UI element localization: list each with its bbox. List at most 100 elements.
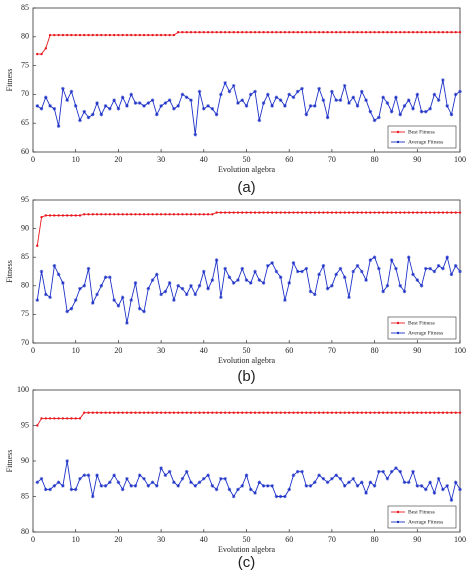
marker — [415, 92, 420, 97]
marker — [283, 494, 287, 499]
marker — [317, 411, 321, 414]
x-tick-label: 0 — [31, 155, 35, 164]
marker — [164, 411, 167, 414]
marker — [163, 101, 168, 105]
marker — [364, 30, 368, 34]
marker — [394, 266, 398, 271]
marker — [134, 213, 137, 216]
marker — [372, 118, 377, 123]
marker — [274, 269, 279, 274]
marker — [454, 30, 457, 34]
marker — [342, 83, 347, 88]
marker — [100, 411, 103, 414]
marker — [262, 411, 265, 414]
marker — [168, 33, 171, 37]
marker — [330, 476, 334, 481]
marker — [406, 480, 411, 485]
x-tick-label: 40 — [200, 346, 208, 355]
x-tick-label: 20 — [114, 535, 122, 544]
marker — [172, 107, 176, 111]
marker — [69, 487, 74, 492]
marker — [164, 213, 167, 216]
marker — [35, 104, 40, 108]
marker — [445, 484, 449, 488]
marker — [283, 211, 287, 214]
marker — [61, 86, 65, 91]
y-tick-label: 80 — [21, 281, 29, 290]
x-tick-label: 30 — [157, 535, 165, 544]
marker — [99, 484, 104, 488]
marker — [338, 476, 343, 481]
marker — [155, 112, 159, 117]
marker — [313, 292, 317, 297]
marker — [248, 281, 253, 285]
marker — [356, 411, 359, 414]
marker — [61, 417, 65, 420]
marker — [108, 411, 112, 414]
marker — [214, 112, 219, 117]
marker — [189, 30, 193, 34]
marker — [125, 476, 129, 481]
marker — [403, 211, 406, 214]
series-line — [36, 212, 460, 246]
marker — [146, 484, 151, 488]
marker — [108, 275, 112, 280]
marker — [172, 33, 176, 37]
marker — [372, 484, 377, 488]
marker — [278, 494, 283, 499]
marker — [437, 30, 440, 34]
marker — [386, 211, 389, 214]
marker — [219, 476, 223, 481]
marker — [441, 211, 445, 214]
marker — [458, 269, 462, 274]
marker — [325, 115, 330, 120]
marker — [249, 211, 252, 214]
marker — [223, 266, 227, 271]
marker — [99, 284, 104, 288]
marker — [355, 484, 360, 488]
marker — [305, 211, 308, 214]
marker — [147, 411, 150, 414]
x-tick-label: 50 — [243, 155, 251, 164]
marker — [155, 33, 159, 37]
marker — [279, 411, 282, 414]
marker — [108, 480, 112, 485]
marker — [121, 33, 124, 37]
marker — [291, 261, 296, 265]
marker — [193, 292, 198, 297]
marker — [181, 213, 184, 216]
marker — [120, 95, 125, 100]
marker — [351, 269, 356, 274]
marker — [347, 295, 351, 300]
marker — [104, 411, 107, 414]
marker — [445, 211, 449, 214]
marker — [202, 269, 206, 274]
marker — [283, 298, 287, 302]
marker — [270, 104, 274, 108]
marker — [453, 263, 458, 268]
marker — [197, 284, 202, 288]
marker — [275, 30, 278, 34]
marker — [424, 487, 428, 492]
marker — [424, 109, 428, 114]
marker — [326, 411, 329, 414]
marker — [317, 211, 321, 214]
marker — [87, 411, 90, 414]
marker — [172, 480, 176, 485]
marker — [453, 92, 458, 97]
x-tick-label: 60 — [285, 346, 293, 355]
marker — [450, 211, 453, 214]
marker — [364, 491, 368, 495]
marker — [288, 211, 291, 214]
x-tick-label: 0 — [31, 346, 35, 355]
marker — [441, 487, 445, 492]
marker — [356, 30, 359, 34]
marker — [407, 411, 410, 414]
marker — [91, 33, 94, 37]
marker — [90, 301, 95, 305]
marker — [253, 491, 257, 495]
marker — [129, 92, 134, 97]
marker — [342, 484, 347, 488]
marker — [74, 214, 77, 217]
x-tick-label: 100 — [454, 155, 466, 164]
